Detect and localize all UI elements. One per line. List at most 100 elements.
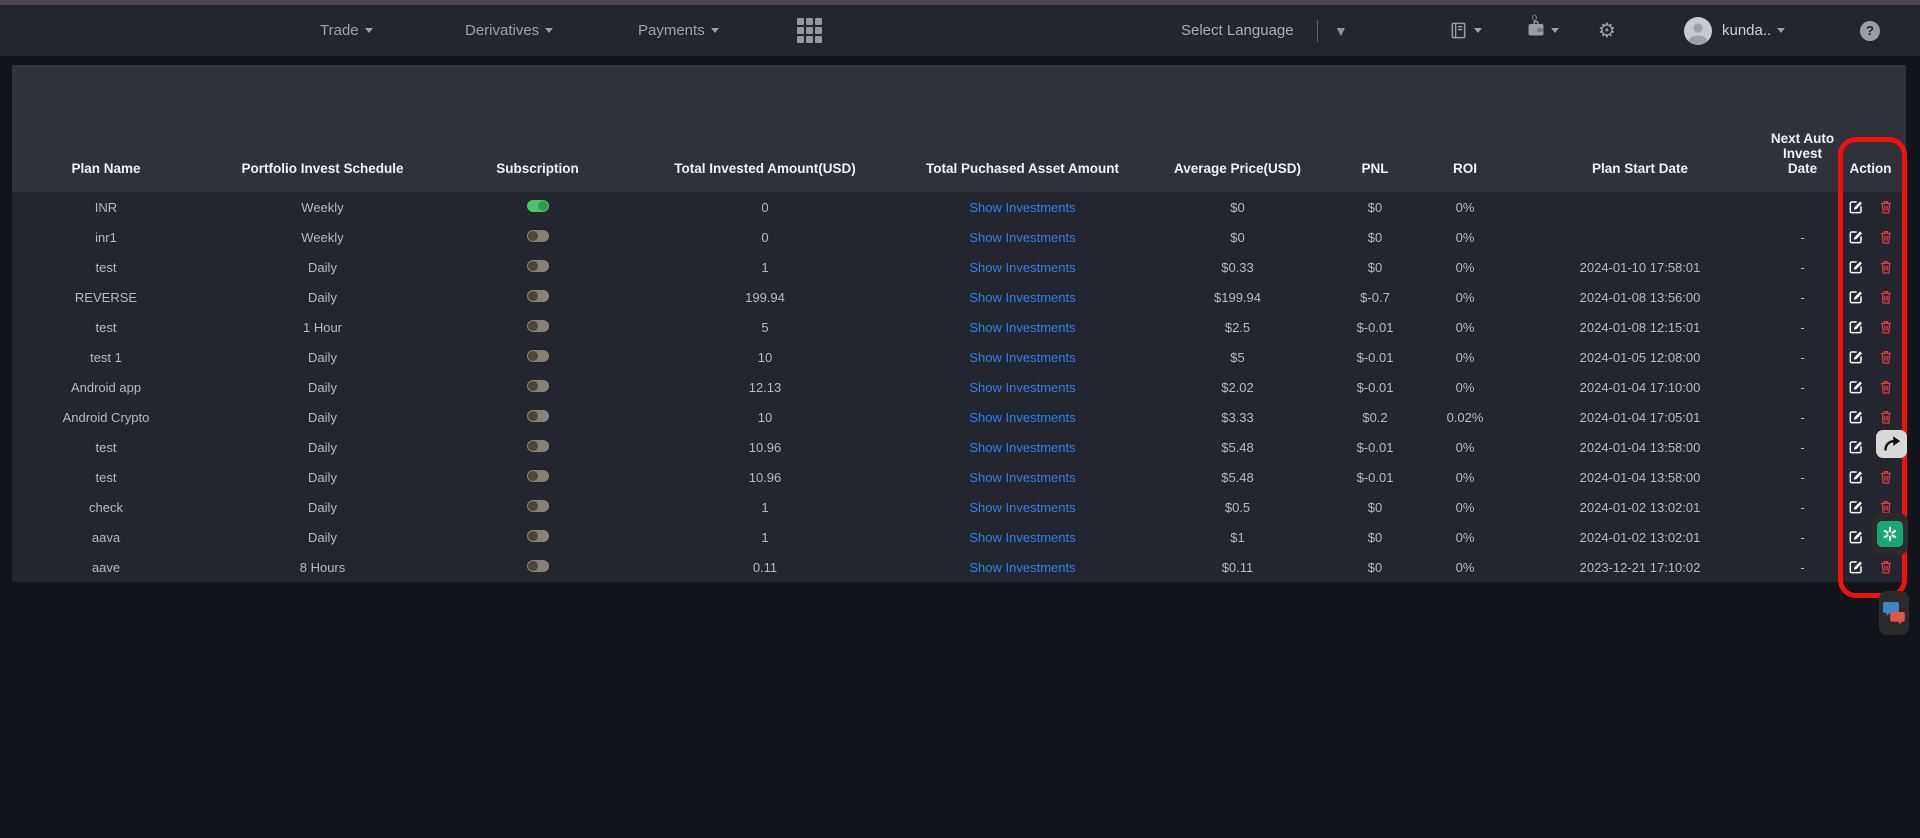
avg-price-cell: $0.33 xyxy=(1221,259,1254,275)
subscription-cell xyxy=(445,312,630,342)
action-cell xyxy=(1835,222,1906,252)
next-invest-date-cell: - xyxy=(1800,379,1805,395)
language-dropdown-icon[interactable]: ▼ xyxy=(1334,22,1348,39)
edit-plan-button[interactable] xyxy=(1848,199,1864,215)
delete-plan-button[interactable] xyxy=(1878,469,1894,485)
subscription-toggle[interactable] xyxy=(526,379,549,392)
table-row: aava Daily 1 Show Investments $1 $0 0% 2024-01-… xyxy=(12,522,1906,552)
delete-plan-button[interactable] xyxy=(1878,199,1894,215)
chat-overlay-button[interactable] xyxy=(1879,591,1909,635)
subscription-toggle[interactable] xyxy=(526,409,549,422)
avg-price-cell: $0 xyxy=(1230,199,1245,215)
nav-menu-payments[interactable]: Payments xyxy=(638,5,719,56)
avg-price-cell: $2.5 xyxy=(1224,319,1251,335)
plan-name-cell: REVERSE xyxy=(74,289,138,305)
subscription-cell xyxy=(445,432,630,462)
schedule-cell: Daily xyxy=(308,439,337,455)
action-cell xyxy=(1835,552,1906,582)
delete-plan-button[interactable] xyxy=(1878,349,1894,365)
roi-cell: 0% xyxy=(1455,439,1475,455)
subscription-toggle[interactable] xyxy=(526,349,549,362)
avg-price-cell: $0.11 xyxy=(1221,559,1254,575)
show-investments-link[interactable]: Show Investments xyxy=(969,199,1076,215)
show-investments-link[interactable]: Show Investments xyxy=(969,259,1076,275)
orders-book-icon xyxy=(1451,22,1466,39)
next-invest-date-cell: - xyxy=(1800,409,1805,425)
schedule-cell: Weekly xyxy=(301,229,344,245)
delete-plan-button[interactable] xyxy=(1878,259,1894,275)
show-investments-link[interactable]: Show Investments xyxy=(969,529,1076,545)
subscription-toggle[interactable] xyxy=(526,199,549,212)
edit-plan-button[interactable] xyxy=(1848,529,1864,545)
subscription-cell xyxy=(445,462,630,492)
language-selector[interactable]: Select Language xyxy=(1181,5,1294,56)
subscription-cell xyxy=(445,282,630,312)
start-date-cell: 2024-01-08 12:15:01 xyxy=(1579,319,1701,335)
apps-grid-icon[interactable] xyxy=(797,5,822,56)
subscription-toggle[interactable] xyxy=(526,319,549,332)
edit-plan-button[interactable] xyxy=(1848,319,1864,335)
show-investments-link[interactable]: Show Investments xyxy=(969,319,1076,335)
help-button[interactable]: ? xyxy=(1860,5,1880,56)
share-overlay-button[interactable] xyxy=(1876,430,1907,458)
subscription-cell xyxy=(445,342,630,372)
show-investments-link[interactable]: Show Investments xyxy=(969,439,1076,455)
show-investments-link[interactable]: Show Investments xyxy=(969,469,1076,485)
edit-plan-button[interactable] xyxy=(1848,559,1864,575)
show-investments-link[interactable]: Show Investments xyxy=(969,559,1076,575)
edit-plan-button[interactable] xyxy=(1848,439,1864,455)
delete-plan-button[interactable] xyxy=(1878,289,1894,305)
top-accent-strip xyxy=(0,0,1920,5)
action-cell xyxy=(1835,282,1906,312)
subscription-toggle[interactable] xyxy=(526,439,549,452)
subscription-toggle[interactable] xyxy=(526,469,549,482)
show-investments-link[interactable]: Show Investments xyxy=(969,349,1076,365)
subscription-toggle[interactable] xyxy=(526,289,549,302)
caret-down-icon xyxy=(1551,28,1559,33)
start-date-cell: 2024-01-04 17:10:00 xyxy=(1579,379,1701,395)
show-investments-link[interactable]: Show Investments xyxy=(969,229,1076,245)
openai-overlay-button[interactable] xyxy=(1872,513,1908,555)
show-investments-link[interactable]: Show Investments xyxy=(969,499,1076,515)
subscription-toggle[interactable] xyxy=(526,499,549,512)
wallet-icon: 0 xyxy=(1527,13,1545,41)
purchased-asset-cell: Show Investments xyxy=(900,222,1145,252)
language-selector-label: Select Language xyxy=(1181,22,1294,39)
subscription-toggle[interactable] xyxy=(526,529,549,542)
next-invest-date-cell xyxy=(1770,192,1835,222)
schedule-cell: Daily xyxy=(308,289,337,305)
invested-amount-cell: 1 xyxy=(761,499,769,515)
next-invest-date-cell: - xyxy=(1800,319,1805,335)
gear-icon[interactable]: ⚙ xyxy=(1598,20,1616,42)
caret-down-icon xyxy=(710,28,719,33)
edit-plan-button[interactable] xyxy=(1848,259,1864,275)
edit-plan-button[interactable] xyxy=(1848,289,1864,305)
delete-plan-button[interactable] xyxy=(1878,559,1894,575)
delete-plan-button[interactable] xyxy=(1878,409,1894,425)
nav-menu-trade[interactable]: Trade xyxy=(320,5,373,56)
edit-plan-button[interactable] xyxy=(1848,499,1864,515)
investment-plans-table: Plan Name Portfolio Invest Schedule Subs… xyxy=(12,65,1906,582)
subscription-toggle[interactable] xyxy=(526,559,549,572)
delete-plan-button[interactable] xyxy=(1878,379,1894,395)
edit-plan-button[interactable] xyxy=(1848,349,1864,365)
orders-book-menu[interactable] xyxy=(1449,5,1482,56)
edit-plan-button[interactable] xyxy=(1848,409,1864,425)
show-investments-link[interactable]: Show Investments xyxy=(969,409,1076,425)
pnl-cell: $-0.7 xyxy=(1360,289,1390,305)
edit-plan-button[interactable] xyxy=(1848,379,1864,395)
nav-menu-derivatives[interactable]: Derivatives xyxy=(465,5,554,56)
delete-plan-button[interactable] xyxy=(1878,319,1894,335)
wallet-menu[interactable]: 0 xyxy=(1527,5,1559,56)
subscription-toggle[interactable] xyxy=(526,229,549,242)
subscription-cell xyxy=(445,222,630,252)
edit-plan-button[interactable] xyxy=(1848,229,1864,245)
show-investments-link[interactable]: Show Investments xyxy=(969,379,1076,395)
table-row: Android app Daily 12.13 Show Investments $2.… xyxy=(12,372,1906,402)
delete-plan-button[interactable] xyxy=(1878,229,1894,245)
subscription-toggle[interactable] xyxy=(526,259,549,272)
edit-plan-button[interactable] xyxy=(1848,469,1864,485)
divider xyxy=(1317,20,1318,42)
show-investments-link[interactable]: Show Investments xyxy=(969,289,1076,305)
user-menu[interactable]: kunda.. xyxy=(1684,5,1786,56)
